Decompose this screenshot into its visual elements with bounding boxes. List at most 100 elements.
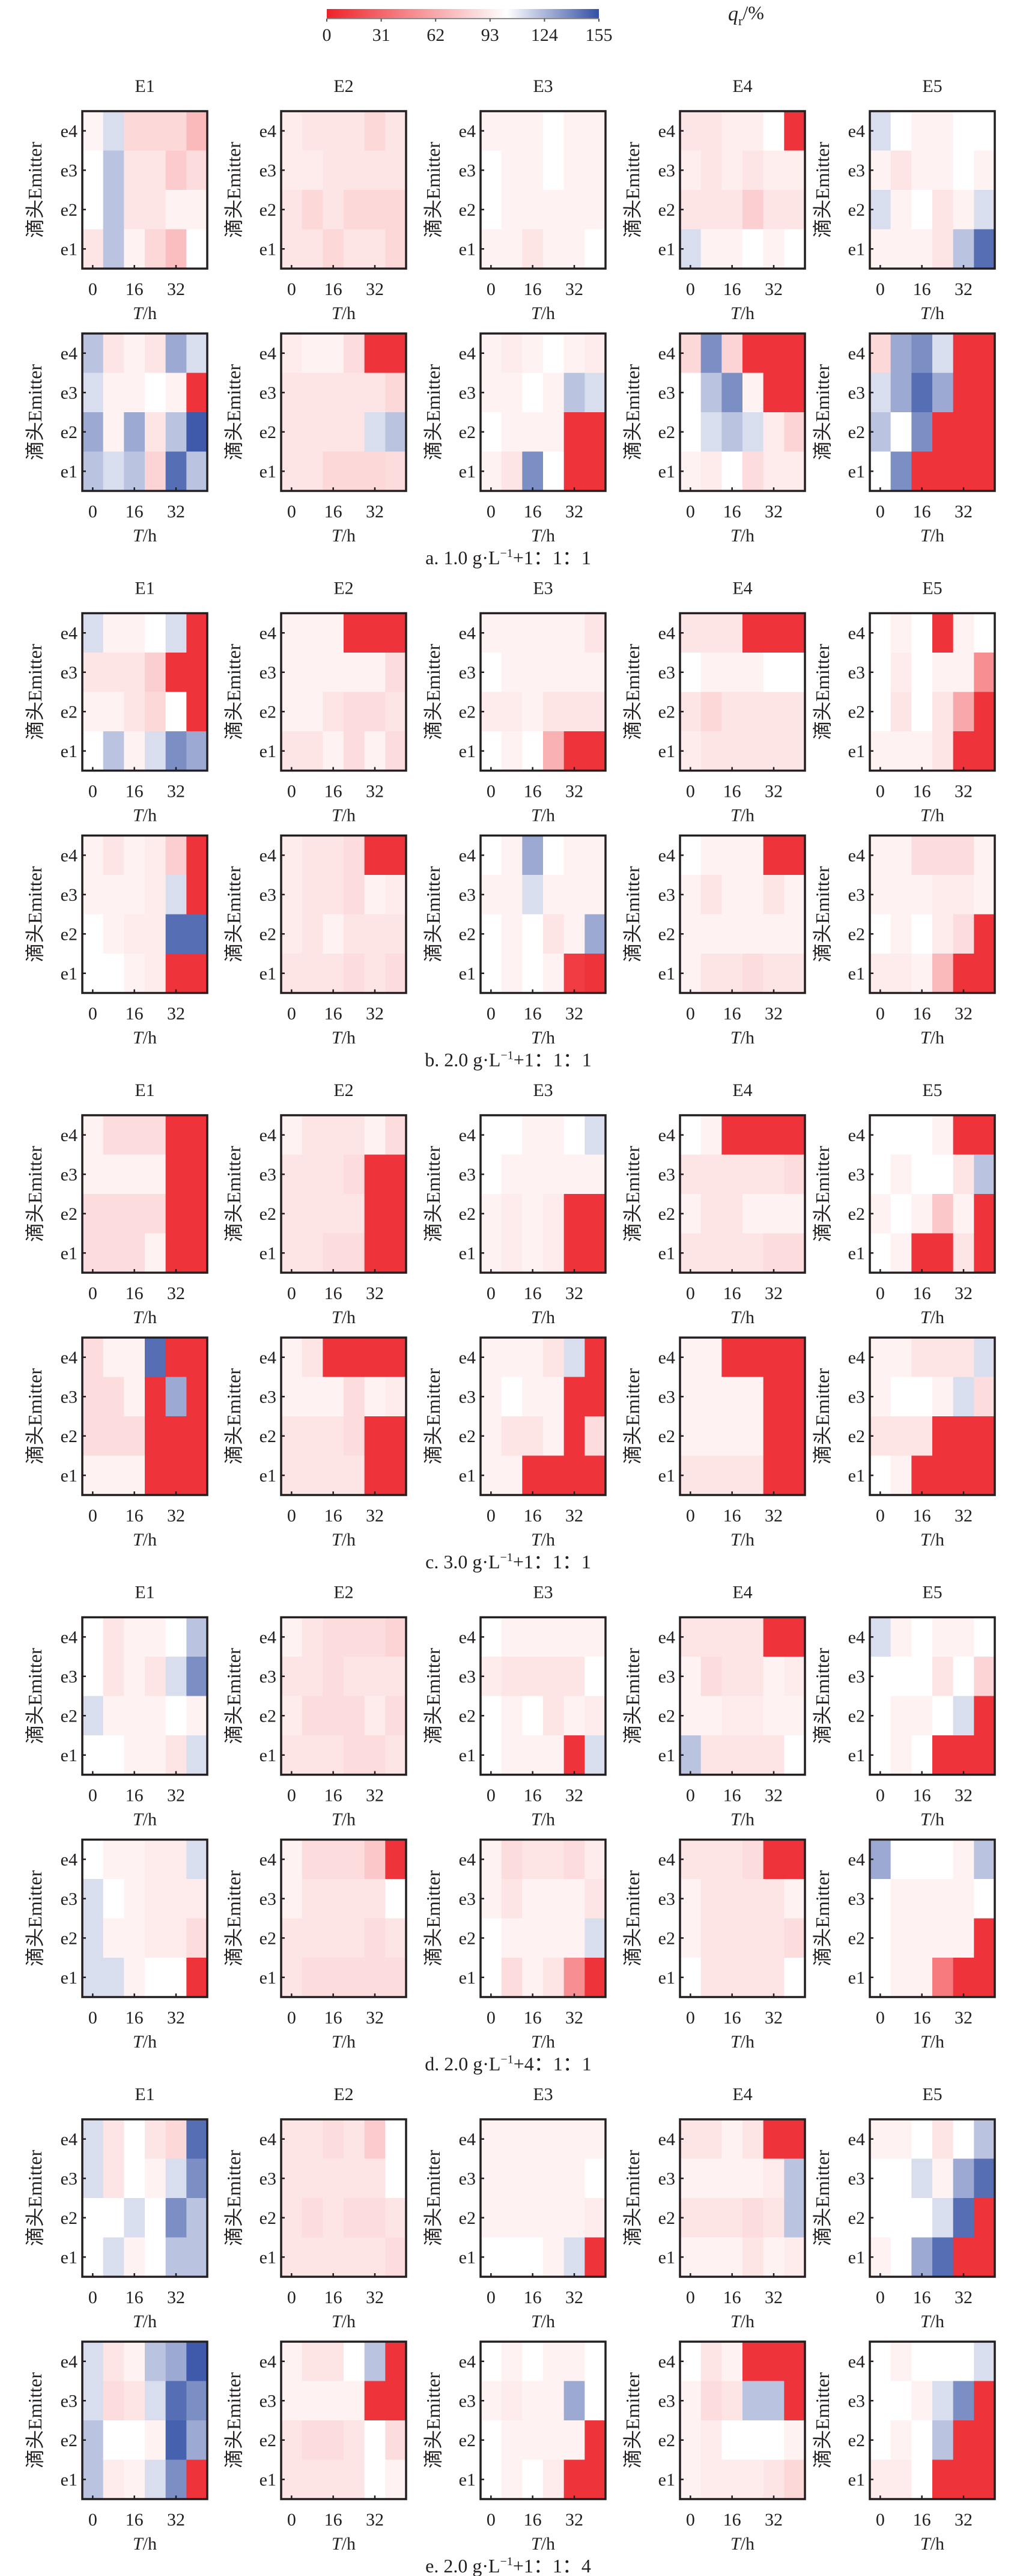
x-tick-label: 0: [88, 1786, 97, 1806]
heatmap-cell: [584, 2198, 606, 2238]
y-tick-label: e2: [658, 1427, 675, 1446]
heatmap-cell: [974, 1194, 995, 1234]
x-tick-label: 16: [126, 2510, 144, 2530]
heatmap-cell: [186, 2158, 208, 2199]
heatmap-cell: [784, 875, 806, 915]
x-tick-label: 0: [88, 502, 97, 522]
y-tick-label: e1: [848, 1968, 865, 1988]
x-axis-label-var: T: [531, 1308, 542, 1327]
x-tick-label: 16: [723, 782, 741, 802]
heatmap-cell: [186, 2237, 208, 2277]
heatmap-cell: [165, 2381, 187, 2421]
heatmap-cell: [700, 2158, 722, 2199]
panel-title: E5: [922, 2084, 942, 2104]
x-axis-label: T/h: [920, 2312, 944, 2331]
y-tick-label: e3: [61, 1165, 77, 1184]
x-axis-label: T/h: [920, 1028, 944, 1048]
heatmap-cell: [543, 1918, 565, 1958]
heatmap-cell: [932, 190, 954, 230]
heatmap-cell: [563, 1338, 585, 1378]
heatmap-cell: [890, 1338, 912, 1378]
heatmap-cell: [186, 229, 208, 269]
x-axis-label: T/h: [730, 2312, 754, 2331]
heatmap-cell: [932, 1617, 954, 1657]
y-tick-label: e1: [848, 964, 865, 984]
heatmap-cell: [344, 1115, 365, 1156]
heatmap-cell: [323, 412, 344, 452]
heatmap-cell: [385, 1416, 407, 1457]
heatmap-cell: [890, 2342, 912, 2382]
heatmap-cell: [302, 692, 323, 732]
heatmap-cell: [344, 1338, 365, 1378]
y-tick-label: e4: [260, 2352, 276, 2372]
heatmap-cell: [344, 692, 365, 732]
y-axis-label: 滴头Emitter: [422, 1368, 444, 1464]
heatmap-cell: [103, 653, 124, 693]
heatmap-cell: [584, 2119, 606, 2160]
x-axis-label-var: T: [133, 2032, 144, 2052]
x-tick-label: 32: [765, 1283, 783, 1303]
heatmap-cell: [323, 150, 344, 190]
heatmap-cell: [543, 373, 565, 413]
heatmap-cell: [543, 229, 565, 269]
heatmap-cell: [543, 2459, 565, 2500]
heatmap-cell: [344, 451, 365, 492]
y-tick-label: e4: [61, 2352, 77, 2372]
panel-frame: [280, 1838, 407, 1999]
y-tick-label: e4: [848, 1348, 865, 1368]
heatmap-cell: [145, 1154, 166, 1195]
heatmap-cell: [501, 373, 523, 413]
y-tick-label: e3: [260, 1667, 276, 1687]
heatmap-cell: [953, 1696, 974, 1736]
panel-title: E3: [533, 579, 553, 598]
x-axis-label-var: T: [531, 1028, 542, 1048]
heatmap-cell: [742, 412, 764, 452]
heatmap-cell: [911, 1115, 933, 1156]
heatmap-cell: [323, 1455, 344, 1496]
heatmap-cell: [186, 2381, 208, 2421]
heatmap-cell: [186, 1918, 208, 1958]
panel-title: E5: [922, 579, 942, 598]
x-axis-label-unit: /h: [143, 1308, 157, 1327]
heatmap-cell: [302, 653, 323, 693]
y-tick-label: e2: [260, 1706, 276, 1726]
heatmap-cell: [145, 2342, 166, 2382]
heatmap-cell: [522, 1696, 544, 1736]
heatmap-cell: [742, 1115, 764, 1156]
heatmap-cell: [784, 914, 806, 954]
x-tick-label: 32: [167, 279, 185, 299]
heatmap-cell: [124, 1918, 145, 1958]
y-tick-label: e4: [658, 121, 675, 141]
y-tick-label: e4: [658, 1850, 675, 1869]
heatmap-cell: [543, 1154, 565, 1195]
y-axis-label: 滴头Emitter: [223, 1648, 244, 1744]
panel-frame: [81, 2340, 208, 2500]
heatmap-cell: [911, 190, 933, 230]
panel-title: E2: [333, 2084, 353, 2104]
heatmap-cell: [165, 875, 187, 915]
heatmap-cell: [974, 373, 995, 413]
heatmap-cell: [186, 914, 208, 954]
heatmap-cell: [186, 1154, 208, 1195]
heatmap-cell: [543, 2420, 565, 2461]
heatmap-cell: [344, 1617, 365, 1657]
caption-ratio: +1：1：1: [513, 1551, 591, 1573]
heatmap-cell: [543, 1377, 565, 1417]
heatmap-cell: [364, 2158, 386, 2199]
x-tick-label: 0: [287, 1004, 296, 1024]
colorbar-tick-label: 62: [427, 25, 445, 45]
panel-frame: [479, 2118, 607, 2278]
heatmap-cell: [932, 1879, 954, 1919]
heatmap-cell: [563, 1879, 585, 1919]
y-tick-label: e2: [260, 924, 276, 944]
heatmap-cell: [501, 190, 523, 230]
heatmap-cell: [385, 1617, 407, 1657]
heatmap-cell: [543, 613, 565, 653]
x-tick-label: 16: [126, 1004, 144, 1024]
heatmap-cell: [584, 2381, 606, 2421]
y-tick-label: e3: [459, 1667, 476, 1687]
heatmap-cell: [890, 190, 912, 230]
heatmap-cell: [165, 1416, 187, 1457]
heatmap-cell: [584, 1696, 606, 1736]
